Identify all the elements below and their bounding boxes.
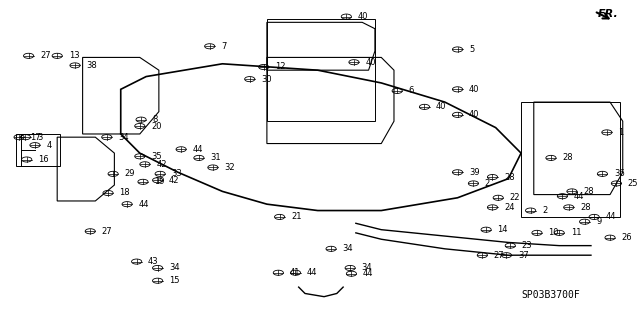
Text: 44: 44 (307, 268, 317, 277)
Text: 43: 43 (148, 257, 159, 266)
Text: 33: 33 (172, 169, 182, 178)
Text: 34: 34 (342, 244, 353, 253)
Text: 44: 44 (605, 212, 616, 221)
Text: 20: 20 (151, 122, 162, 130)
Text: 36: 36 (614, 169, 625, 178)
Text: 40: 40 (358, 12, 368, 21)
Text: 32: 32 (224, 163, 235, 172)
Text: 7: 7 (221, 42, 227, 51)
Text: 26: 26 (621, 233, 632, 242)
Text: 25: 25 (628, 179, 638, 188)
Text: 31: 31 (211, 153, 221, 162)
Text: 44: 44 (363, 269, 373, 278)
Text: 2: 2 (542, 206, 547, 215)
Text: 4: 4 (46, 141, 52, 150)
Text: 42: 42 (169, 176, 180, 185)
Text: 3: 3 (37, 133, 42, 142)
Text: 27: 27 (493, 251, 504, 260)
Text: 42: 42 (156, 160, 167, 169)
Text: 40: 40 (469, 110, 479, 119)
Text: 41: 41 (290, 268, 300, 277)
Text: 28: 28 (583, 187, 594, 196)
Text: 21: 21 (291, 212, 301, 221)
Text: 23: 23 (522, 241, 532, 250)
Text: 5: 5 (469, 45, 474, 54)
Bar (267, 19, 375, 121)
Text: 24: 24 (504, 203, 515, 212)
Text: 1: 1 (618, 128, 623, 137)
Text: 18: 18 (120, 189, 130, 197)
Text: 22: 22 (509, 193, 520, 202)
Text: 9: 9 (596, 217, 602, 226)
Text: 40: 40 (436, 102, 447, 111)
Text: 28: 28 (563, 153, 573, 162)
Text: 8: 8 (152, 115, 158, 124)
Text: 17: 17 (31, 133, 41, 142)
Text: 2: 2 (485, 179, 490, 188)
Bar (16, 134, 60, 166)
Text: 10: 10 (548, 228, 559, 237)
Text: 40: 40 (469, 85, 479, 94)
Text: 44: 44 (574, 192, 584, 201)
Text: 16: 16 (38, 155, 49, 164)
Text: 34: 34 (118, 133, 129, 142)
Text: 14: 14 (497, 225, 508, 234)
Text: 28: 28 (504, 173, 515, 182)
Text: 30: 30 (261, 75, 272, 84)
Text: 13: 13 (68, 51, 79, 60)
Text: 11: 11 (571, 228, 581, 237)
Text: 29: 29 (125, 169, 135, 178)
Text: 12: 12 (275, 63, 285, 71)
Text: 6: 6 (408, 86, 414, 95)
Text: 40: 40 (365, 58, 376, 67)
Text: 38: 38 (86, 61, 97, 70)
Text: FR.: FR. (597, 9, 618, 19)
Text: 15: 15 (169, 276, 180, 285)
Text: 44: 44 (193, 145, 203, 154)
Text: 34: 34 (362, 263, 372, 272)
Text: 44: 44 (138, 200, 149, 209)
Text: SP03B3700F: SP03B3700F (521, 290, 580, 300)
Text: 19: 19 (154, 177, 165, 186)
Text: 27: 27 (102, 227, 112, 236)
Text: 37: 37 (518, 251, 529, 260)
Bar (521, 102, 620, 217)
Text: 28: 28 (580, 203, 591, 212)
Text: 27: 27 (40, 51, 51, 60)
Text: 35: 35 (151, 152, 162, 161)
Text: 39: 39 (469, 168, 479, 177)
Text: 34: 34 (169, 263, 180, 272)
